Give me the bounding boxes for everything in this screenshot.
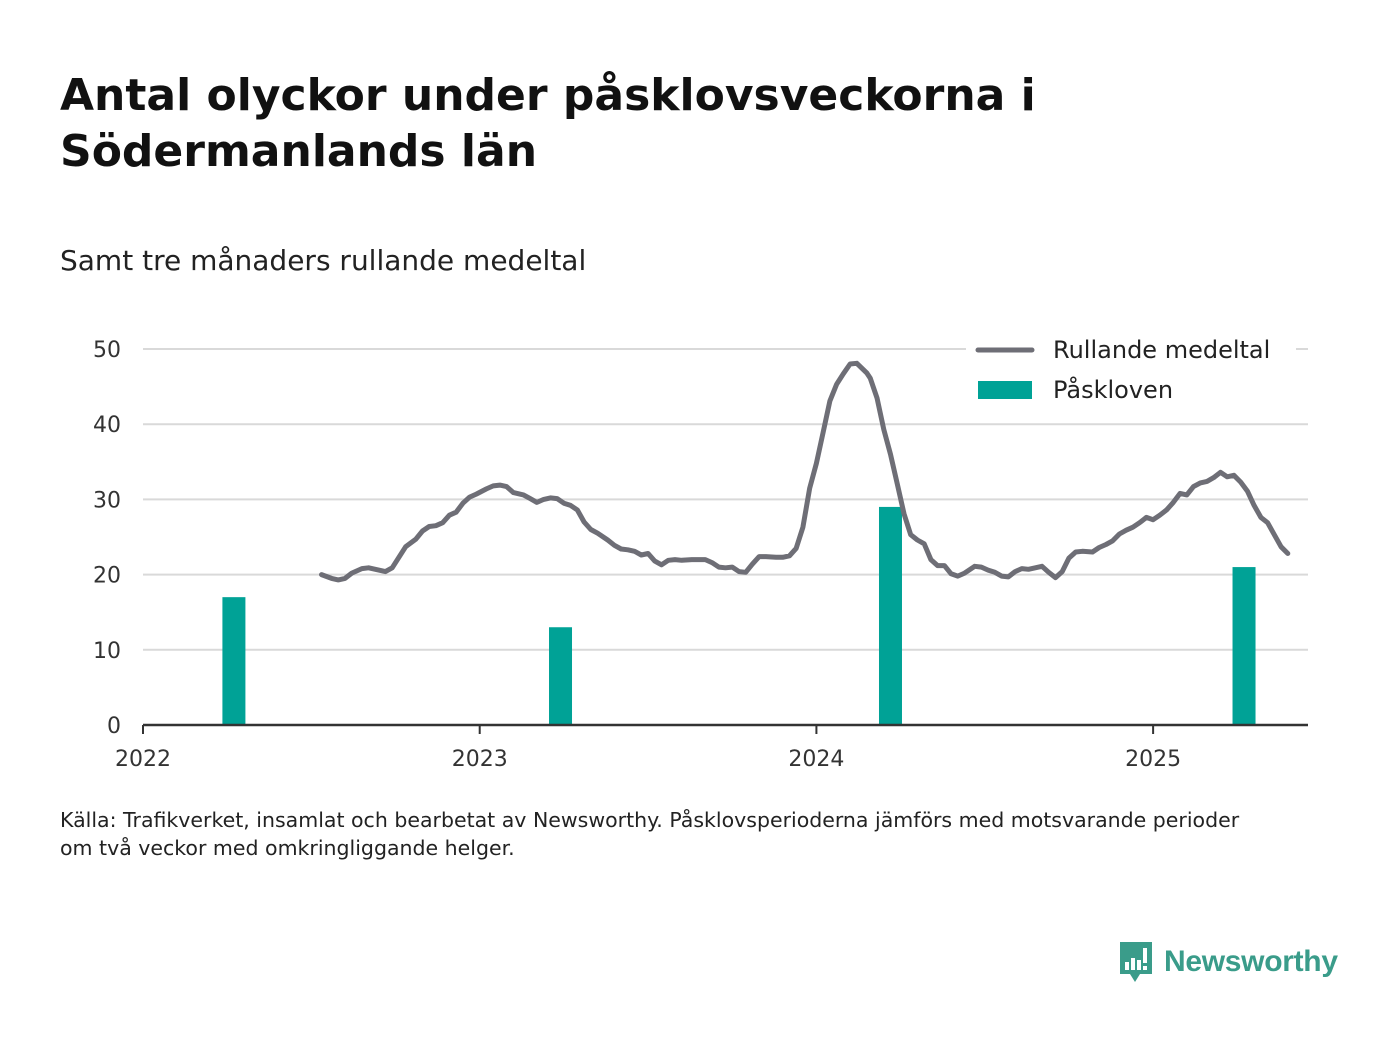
- legend-bar-swatch: [978, 381, 1032, 399]
- y-tick-label: 30: [93, 488, 121, 513]
- y-tick-label: 0: [107, 714, 121, 739]
- x-tick-label: 2024: [788, 747, 844, 772]
- newsworthy-logo-icon: [1120, 942, 1152, 982]
- x-tick-label: 2022: [115, 747, 171, 772]
- chart-canvas: 0 10 20 30 40 50 2022 2023 2024 2025 Rullande med…: [93, 332, 1308, 772]
- x-tick-label: 2025: [1125, 747, 1181, 772]
- source-line-2: om två veckor med omkringliggande helger…: [60, 836, 515, 860]
- y-tick-label: 50: [93, 338, 121, 363]
- line-path: [319, 360, 1291, 583]
- source-note: Källa: Trafikverket, insamlat och bearbe…: [60, 806, 1300, 862]
- brand-logo: Newsworthy: [1118, 940, 1338, 984]
- source-line-1: Källa: Trafikverket, insamlat och bearbe…: [60, 808, 1240, 832]
- bar-paskloven: [1232, 567, 1256, 725]
- chart-title: Antal olyckor under påsklovsveckorna i S…: [60, 70, 1036, 177]
- legend: Rullande medeltal Påskloven: [966, 332, 1296, 412]
- legend-label-line: Rullande medeltal: [1053, 336, 1270, 364]
- chart-subtitle: Samt tre månaders rullande medeltal: [60, 244, 587, 277]
- x-tick-label: 2023: [452, 747, 508, 772]
- bar-paskloven: [222, 597, 246, 725]
- brand-name: Newsworthy: [1164, 945, 1338, 978]
- axes: 0 10 20 30 40 50 2022 2023 2024 2025: [93, 338, 1308, 772]
- bar-paskloven: [549, 627, 573, 725]
- bar-paskloven: [878, 506, 902, 725]
- legend-label-bars: Påskloven: [1053, 375, 1173, 404]
- y-tick-label: 10: [93, 639, 121, 664]
- y-tick-label: 20: [93, 564, 121, 589]
- y-tick-label: 40: [93, 413, 121, 438]
- line-rullande-medeltal: [319, 360, 1291, 583]
- bars-paskloven: [222, 506, 1256, 725]
